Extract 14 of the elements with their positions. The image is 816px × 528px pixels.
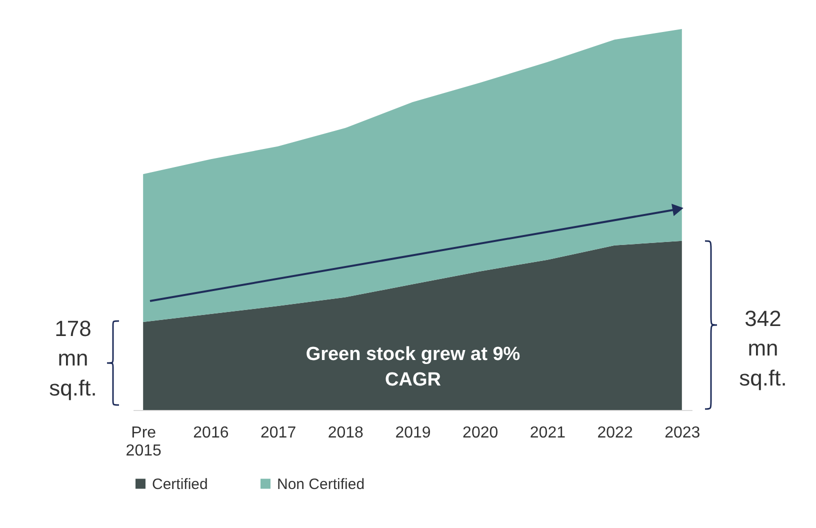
text: 178 mn sq.ft. [49, 316, 97, 400]
x-tick-label: 2020 [462, 424, 498, 442]
text: 342 mn sq.ft. [739, 306, 787, 390]
x-tick-label: 2022 [597, 424, 633, 442]
x-tick-label: Pre 2015 [126, 424, 162, 460]
x-tick-label: 2021 [530, 424, 566, 442]
legend-label: Non Certified [277, 476, 365, 493]
x-tick-label: 2023 [664, 424, 700, 442]
annotation: Green stock grew at 9% CAGR [306, 344, 520, 391]
x-tick-label: 2019 [395, 424, 431, 442]
legend-label: Certified [152, 476, 208, 493]
x-tick-label: 2018 [328, 424, 364, 442]
x-tick-label: 2016 [193, 424, 229, 442]
x-tick-label: 2017 [260, 424, 296, 442]
